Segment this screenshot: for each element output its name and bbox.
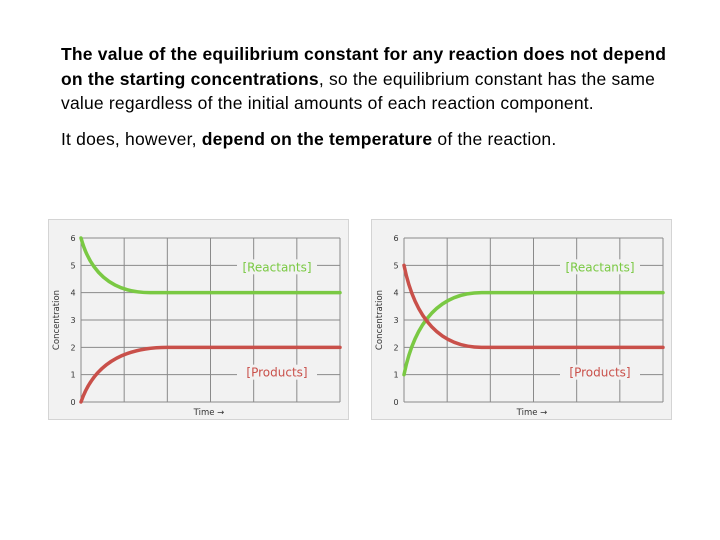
series-line-reactants — [402, 290, 665, 377]
paragraph-2: It does, however, depend on the temperat… — [61, 127, 671, 152]
y-tick-label: 0 — [70, 398, 75, 407]
y-tick-label: 6 — [70, 234, 75, 243]
paragraph-2-bold: depend on the temperature — [201, 128, 433, 149]
y-tick-label: 1 — [70, 371, 75, 380]
chart-left: 0 1 2 3 4 5 6 Time → Concentration [Reactants] [Pr… — [48, 219, 349, 420]
paragraph-2-rest: of the reaction. — [432, 128, 557, 149]
legend-products: [Products] — [246, 366, 307, 380]
paragraph-1-rest: , so the equilibrium constant has the sa… — [61, 68, 656, 114]
series-line-products — [402, 263, 665, 350]
y-tick-label: 1 — [393, 371, 398, 380]
y-tick-label: 4 — [393, 289, 398, 298]
y-tick-label: 2 — [393, 343, 398, 352]
chart-left-svg: 0 1 2 3 4 5 6 Time → Concentration [Reactants] [Pr… — [52, 234, 342, 418]
legend-bg — [560, 364, 640, 380]
y-tick-label: 3 — [70, 316, 75, 325]
y-tick-label: 5 — [70, 261, 75, 270]
paragraph-1: The value of the equilibrium constant fo… — [61, 42, 671, 116]
paragraph-1-bold: The value of the equilibrium constant fo… — [61, 44, 667, 89]
chart-right-svg: 0 1 2 3 4 5 6 Time → Concentration [Reactants] [Pr… — [375, 234, 665, 418]
y-tick-label: 6 — [393, 234, 398, 243]
y-tick-label: 4 — [70, 289, 75, 298]
legend-bg — [560, 259, 640, 275]
y-tick-label: 5 — [393, 261, 398, 270]
text-block: The value of the equilibrium constant fo… — [61, 42, 671, 162]
y-axis-label: Concentration — [52, 290, 62, 350]
x-axis-label: Time → — [516, 408, 548, 418]
legend-products: [Products] — [569, 366, 630, 380]
y-axis-label: Concentration — [375, 290, 385, 350]
chart-right: 0 1 2 3 4 5 6 Time → Concentration [Reactants] [Pr… — [371, 219, 672, 420]
legend-reactants: [Reactants] — [242, 260, 311, 274]
legend-bg — [237, 259, 317, 275]
y-tick-label: 2 — [70, 343, 75, 352]
legend-reactants: [Reactants] — [565, 260, 634, 274]
series-line-reactants — [79, 236, 342, 295]
x-axis-label: Time → — [193, 408, 225, 418]
paragraph-2-lead: It does, however, — [61, 128, 202, 149]
series-line-products — [79, 345, 342, 404]
y-tick-label: 0 — [393, 398, 398, 407]
legend-bg — [237, 364, 317, 380]
y-tick-label: 3 — [393, 316, 398, 325]
